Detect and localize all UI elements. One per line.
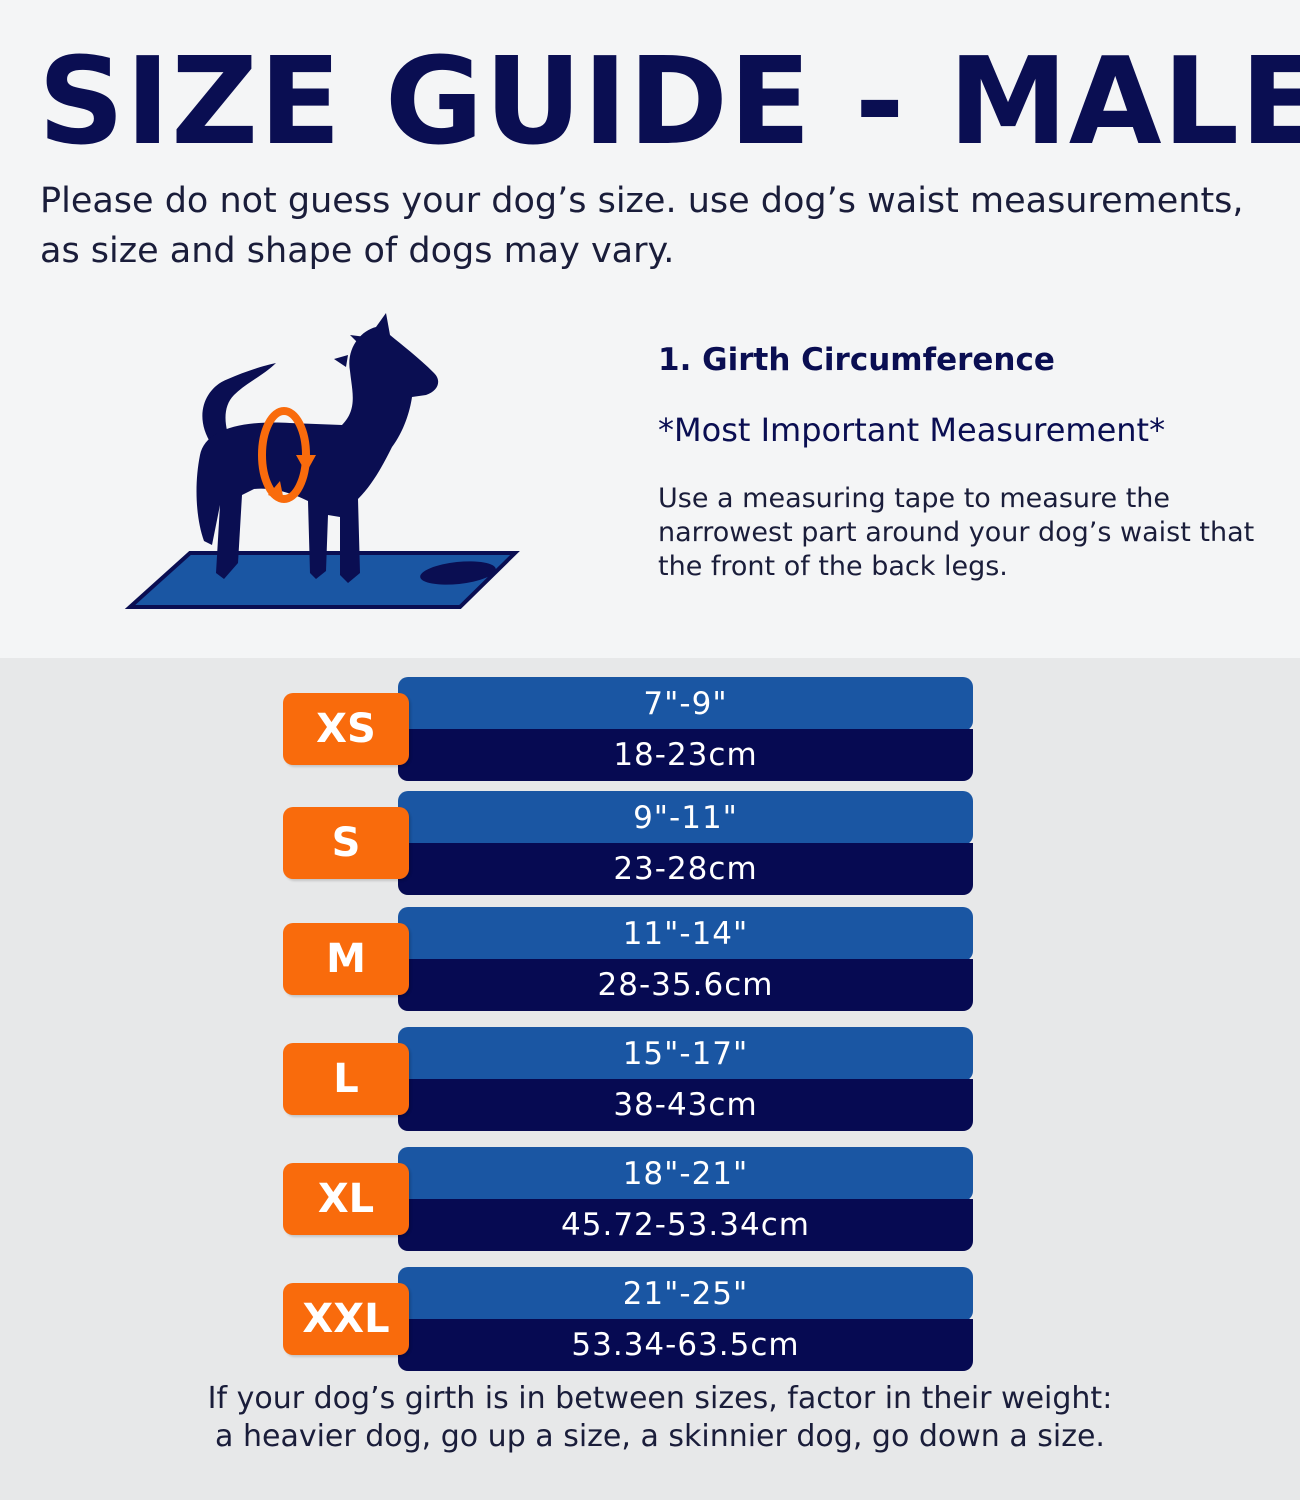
size-centimeters: 18-23cm xyxy=(398,729,973,781)
size-centimeters: 28-35.6cm xyxy=(398,959,973,1011)
size-row-l: 15"-17" 38-43cm L xyxy=(283,1027,973,1133)
size-badge: XXL xyxy=(283,1283,409,1355)
size-centimeters: 38-43cm xyxy=(398,1079,973,1131)
size-badge: M xyxy=(283,923,409,995)
footnote: If your dog’s girth is in between sizes,… xyxy=(150,1380,1170,1456)
size-inches: 11"-14" xyxy=(398,907,973,961)
size-centimeters: 53.34-63.5cm xyxy=(398,1319,973,1371)
size-badge: S xyxy=(283,807,409,879)
measurement-description: Use a measuring tape to measure the narr… xyxy=(658,483,1255,582)
size-row-xs: 7"-9" 18-23cm XS xyxy=(283,677,973,783)
size-inches: 18"-21" xyxy=(398,1147,973,1201)
size-badge: XL xyxy=(283,1163,409,1235)
footnote-line-1: If your dog’s girth is in between sizes,… xyxy=(207,1381,1113,1416)
size-row-xl: 18"-21" 45.72-53.34cm XL xyxy=(283,1147,973,1253)
measurement-info: 1. Girth Circumference *Most Important M… xyxy=(658,338,1258,584)
size-row-xxl: 21"-25" 53.34-63.5cm XXL xyxy=(283,1267,973,1373)
size-inches: 9"-11" xyxy=(398,791,973,845)
footnote-line-2: a heavier dog, go up a size, a skinnier … xyxy=(215,1419,1105,1454)
measurement-heading: 1. Girth Circumference xyxy=(658,342,1055,378)
size-row-m: 11"-14" 28-35.6cm M xyxy=(283,907,973,1013)
size-inches: 15"-17" xyxy=(398,1027,973,1081)
size-centimeters: 23-28cm xyxy=(398,843,973,895)
size-centimeters: 45.72-53.34cm xyxy=(398,1199,973,1251)
size-inches: 21"-25" xyxy=(398,1267,973,1321)
header-section xyxy=(0,0,1300,658)
measurement-important-note: *Most Important Measurement* xyxy=(658,411,1166,449)
size-inches: 7"-9" xyxy=(398,677,973,731)
dog-measuring-icon xyxy=(124,313,520,609)
size-row-s: 9"-11" 23-28cm S xyxy=(283,791,973,897)
size-badge: XS xyxy=(283,693,409,765)
page-title: SIZE GUIDE - MALE xyxy=(38,33,1300,172)
page-subtitle: Please do not guess your dog’s size. use… xyxy=(40,181,1244,271)
size-badge: L xyxy=(283,1043,409,1115)
